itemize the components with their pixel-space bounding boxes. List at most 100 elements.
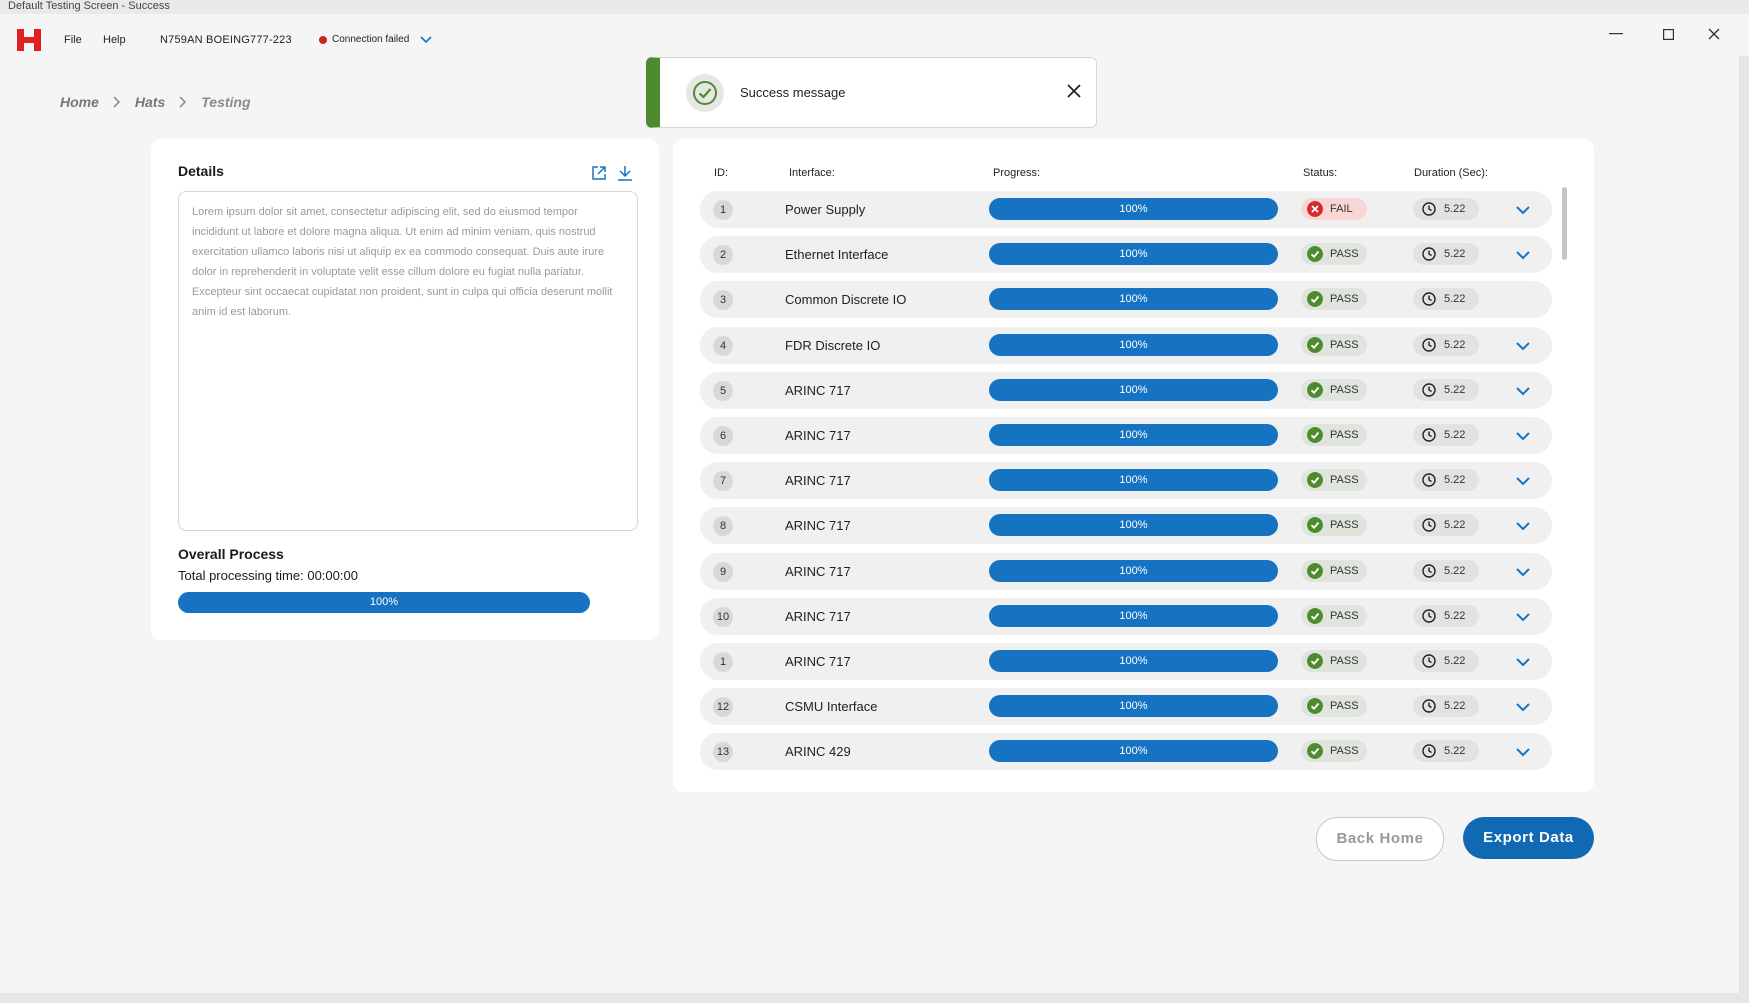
table-scrollbar[interactable] [1562, 187, 1567, 260]
row-id: 3 [713, 290, 733, 310]
chevron-right-icon [113, 96, 120, 108]
details-textarea[interactable]: Lorem ipsum dolor sit amet, consectetur … [178, 191, 638, 531]
header-id: ID: [714, 167, 729, 179]
menu-help[interactable]: Help [103, 34, 126, 46]
table-row[interactable]: 10 ARINC 717 100% PASS 5.22 [700, 598, 1552, 635]
status-badge: PASS [1301, 379, 1367, 401]
duration-value: 5.22 [1444, 700, 1466, 712]
clock-icon [1422, 338, 1436, 352]
row-id: 10 [713, 607, 733, 627]
chevron-down-icon[interactable] [1513, 562, 1533, 582]
status-label: PASS [1330, 248, 1359, 260]
status-badge: PASS [1301, 605, 1367, 627]
row-progress-bar: 100% [989, 560, 1278, 582]
status-badge: PASS [1301, 288, 1367, 310]
chevron-down-icon[interactable] [1513, 200, 1533, 220]
duration-value: 5.22 [1444, 745, 1466, 757]
row-interface: Power Supply [785, 202, 866, 217]
check-circle-icon [1307, 337, 1323, 353]
table-row[interactable]: 4 FDR Discrete IO 100% PASS 5.22 [700, 327, 1552, 364]
check-circle-icon [686, 74, 724, 112]
row-interface: Ethernet Interface [785, 247, 889, 262]
table-row[interactable]: 5 ARINC 717 100% PASS 5.22 [700, 372, 1552, 409]
back-home-button[interactable]: Back Home [1316, 817, 1444, 861]
row-progress-bar: 100% [989, 334, 1278, 356]
details-card: Details Lorem ipsum dolor sit amet, cons… [151, 139, 659, 640]
table-row[interactable]: 13 ARINC 429 100% PASS 5.22 [700, 733, 1552, 770]
check-circle-icon [1307, 427, 1323, 443]
open-external-icon[interactable] [591, 165, 607, 181]
breadcrumb-hats[interactable]: Hats [134, 94, 166, 110]
clock-icon [1422, 292, 1436, 306]
minimize-button[interactable] [1602, 24, 1630, 44]
duration-badge: 5.22 [1413, 243, 1479, 265]
row-progress-bar: 100% [989, 243, 1278, 265]
table-row[interactable]: 1 Power Supply 100% FAIL 5.22 [700, 191, 1552, 228]
close-icon [1708, 28, 1720, 40]
status-badge: PASS [1301, 469, 1367, 491]
row-id: 4 [713, 336, 733, 356]
row-progress-bar: 100% [989, 424, 1278, 446]
chevron-down-icon[interactable] [1513, 742, 1533, 762]
chevron-down-icon[interactable] [1513, 607, 1533, 627]
close-icon[interactable] [1066, 83, 1082, 99]
check-circle-icon [1307, 698, 1323, 714]
chevron-down-icon[interactable] [1513, 516, 1533, 536]
chevron-down-icon[interactable] [1513, 426, 1533, 446]
status-label: PASS [1330, 655, 1359, 667]
overall-process-title: Overall Process [178, 546, 284, 562]
duration-badge: 5.22 [1413, 334, 1479, 356]
duration-badge: 5.22 [1413, 605, 1479, 627]
row-id: 1 [713, 200, 733, 220]
connection-status[interactable]: Connection failed [319, 34, 432, 45]
chevron-down-icon[interactable] [1513, 245, 1533, 265]
status-label: FAIL [1330, 203, 1353, 215]
breadcrumb-home[interactable]: Home [60, 94, 99, 110]
row-interface: ARINC 717 [785, 654, 851, 669]
duration-value: 5.22 [1444, 248, 1466, 260]
check-circle-icon [1307, 246, 1323, 262]
row-interface: ARINC 717 [785, 518, 851, 533]
x-circle-icon [1307, 201, 1323, 217]
status-label: PASS [1330, 474, 1359, 486]
row-interface: ARINC 429 [785, 744, 851, 759]
table-row[interactable]: 7 ARINC 717 100% PASS 5.22 [700, 462, 1552, 499]
status-label: PASS [1330, 429, 1359, 441]
export-data-button[interactable]: Export Data [1463, 817, 1594, 859]
status-label: PASS [1330, 293, 1359, 305]
duration-value: 5.22 [1444, 384, 1466, 396]
row-progress-bar: 100% [989, 695, 1278, 717]
table-row[interactable]: 6 ARINC 717 100% PASS 5.22 [700, 417, 1552, 454]
row-progress-bar: 100% [989, 740, 1278, 762]
clock-icon [1422, 202, 1436, 216]
row-progress-bar: 100% [989, 514, 1278, 536]
row-interface: ARINC 717 [785, 564, 851, 579]
table-row[interactable]: 8 ARINC 717 100% PASS 5.22 [700, 507, 1552, 544]
download-icon[interactable] [617, 165, 633, 181]
menu-file[interactable]: File [64, 34, 82, 46]
table-row[interactable]: 12 CSMU Interface 100% PASS 5.22 [700, 688, 1552, 725]
table-row[interactable]: 3 Common Discrete IO 100% PASS 5.22 [700, 281, 1552, 318]
chevron-down-icon[interactable] [1513, 652, 1533, 672]
chevron-down-icon[interactable] [1513, 471, 1533, 491]
chevron-down-icon[interactable] [1513, 336, 1533, 356]
table-row[interactable]: 2 Ethernet Interface 100% PASS 5.22 [700, 236, 1552, 273]
chevron-down-icon[interactable] [1513, 697, 1533, 717]
header-progress: Progress: [993, 167, 1041, 179]
check-circle-icon [1307, 291, 1323, 307]
window-titlebar: Default Testing Screen - Success [0, 0, 1749, 14]
maximize-button[interactable] [1654, 24, 1682, 44]
window-border [0, 993, 1749, 1003]
close-window-button[interactable] [1700, 24, 1728, 44]
duration-value: 5.22 [1444, 655, 1466, 667]
row-id: 12 [713, 697, 733, 717]
status-label: PASS [1330, 700, 1359, 712]
aircraft-tail-label: N759AN BOEING777-223 [160, 34, 292, 46]
table-row[interactable]: 9 ARINC 717 100% PASS 5.22 [700, 553, 1552, 590]
chevron-down-icon[interactable] [420, 35, 432, 44]
status-label: PASS [1330, 745, 1359, 757]
table-row[interactable]: 1 ARINC 717 100% PASS 5.22 [700, 643, 1552, 680]
row-interface: CSMU Interface [785, 699, 878, 714]
clock-icon [1422, 744, 1436, 758]
chevron-down-icon[interactable] [1513, 381, 1533, 401]
